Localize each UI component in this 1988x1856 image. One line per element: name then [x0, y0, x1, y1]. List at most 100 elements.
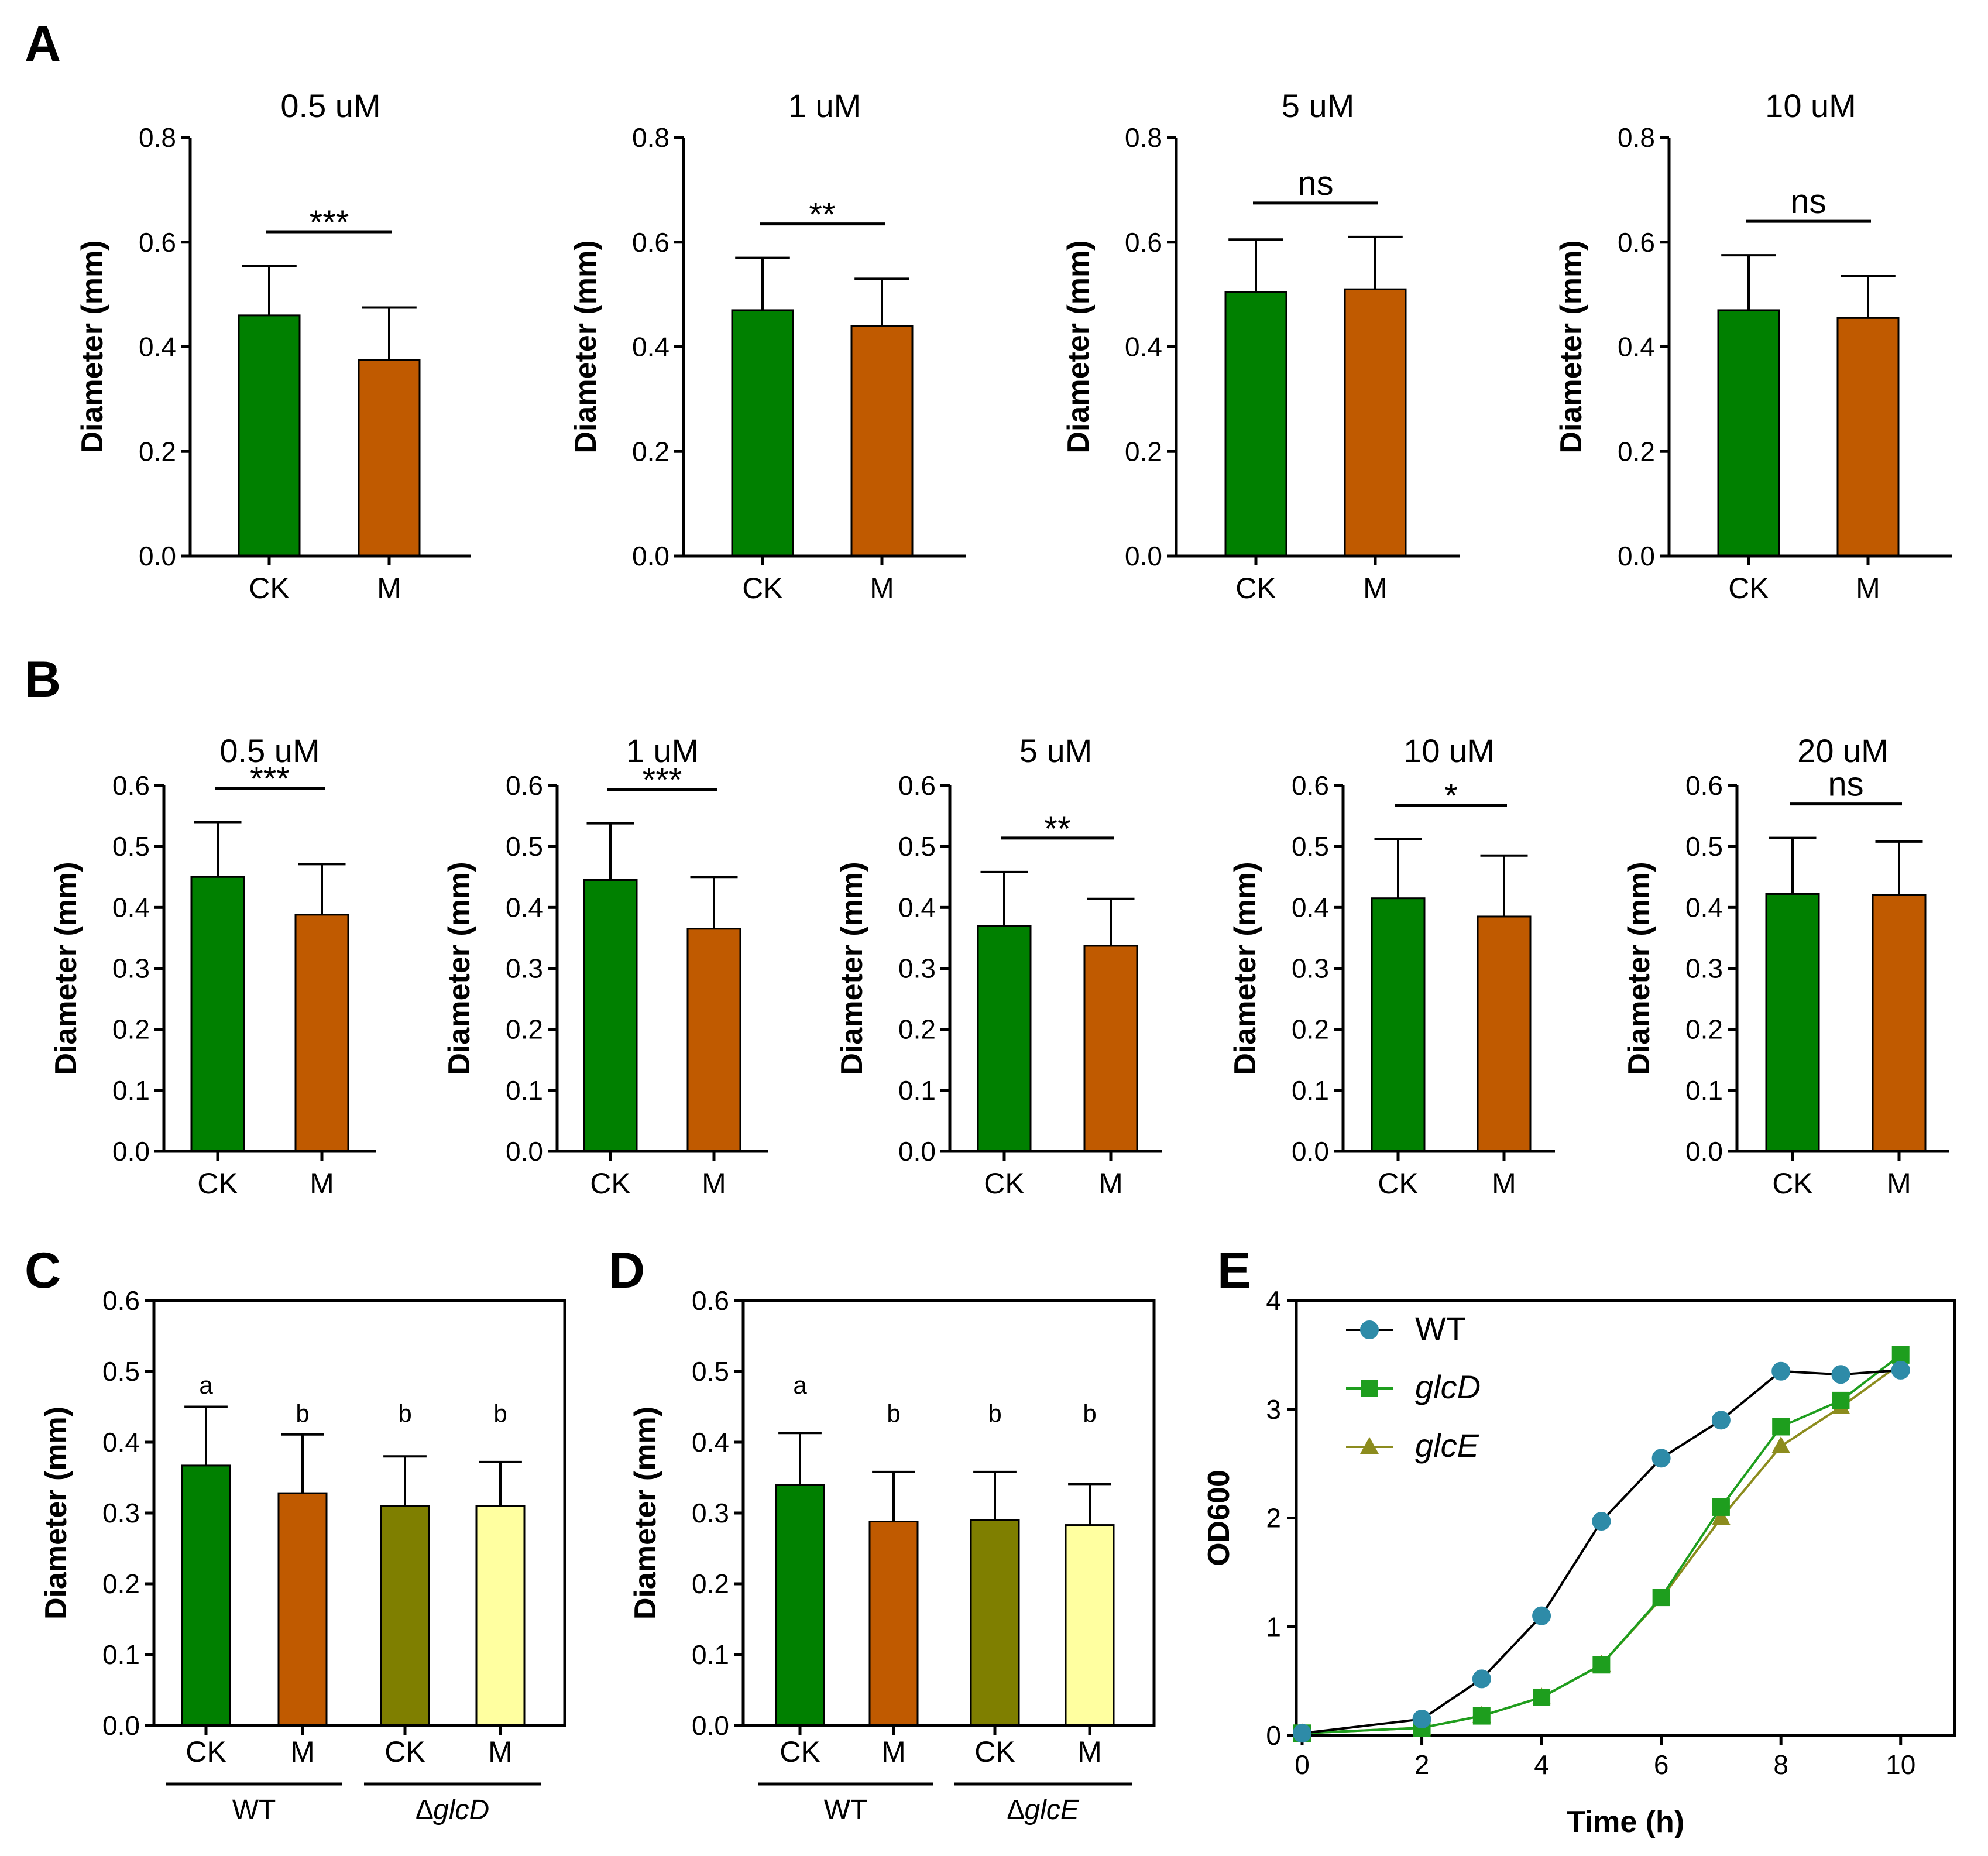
- y-tick-label: 0.2: [1685, 1014, 1723, 1045]
- letter-annotation: b: [398, 1400, 411, 1428]
- category-label: CK: [1235, 572, 1276, 605]
- bar: [1477, 915, 1532, 1152]
- y-tick-label: 0.1: [1685, 1075, 1723, 1106]
- y-axis-label: OD600: [1202, 1470, 1236, 1566]
- bar: [868, 1521, 919, 1727]
- y-tick-label: 0.2: [102, 1569, 140, 1599]
- y-tick-label: 0.1: [102, 1639, 140, 1670]
- data-point: [1711, 1508, 1731, 1525]
- bar: [731, 309, 794, 557]
- legend-item-glce: glcE: [1346, 1427, 1479, 1464]
- y-tick-label: 0.4: [1292, 892, 1329, 922]
- y-tick-label: 0.3: [506, 953, 543, 984]
- category-label: CK: [742, 572, 782, 605]
- y-tick-label: 0.0: [1618, 541, 1655, 571]
- y-tick-label: 0.4: [1125, 332, 1162, 362]
- bar: [380, 1505, 430, 1727]
- y-tick-label: 0.4: [632, 332, 669, 362]
- chart-a1: 0.5 uM CK M 0.0 0.2 0.4 0.6 0.8 Diameter (mm) ***: [75, 87, 471, 605]
- y-tick-label: 0.5: [102, 1356, 140, 1387]
- y-tick-label: 0.0: [898, 1136, 936, 1167]
- group-label: WT: [232, 1795, 276, 1826]
- category-label: CK: [984, 1167, 1024, 1200]
- y-tick-label: 3: [1266, 1394, 1281, 1425]
- bar: [1083, 945, 1138, 1152]
- category-label: M: [488, 1735, 513, 1768]
- letter-annotation: a: [199, 1371, 213, 1399]
- bar: [1765, 893, 1820, 1152]
- category-label: CK: [384, 1735, 425, 1768]
- legend-marker: [1361, 1380, 1378, 1397]
- data-point: [1711, 1411, 1731, 1430]
- y-tick-label: 0.4: [112, 892, 150, 922]
- series-line: [1302, 1368, 1901, 1735]
- y-tick-label: 0.0: [139, 541, 176, 571]
- y-tick-label: 0.2: [692, 1569, 729, 1599]
- category-label: CK: [197, 1167, 238, 1200]
- x-tick-label: 2: [1414, 1749, 1430, 1780]
- data-point: [1532, 1606, 1551, 1625]
- chart-b4: 10 uM CK M 0.0 0.1 0.2 0.3 0.4 0.5 0.6 Diameter (m…: [1228, 732, 1555, 1200]
- significance-label: *: [1444, 777, 1458, 815]
- significance-label: ***: [250, 760, 290, 798]
- group-label: ∆glcE: [1007, 1795, 1080, 1826]
- panel-letter-a: A: [25, 16, 61, 72]
- letter-annotation: b: [1083, 1400, 1096, 1428]
- bar: [238, 314, 301, 557]
- legend-label: WT: [1415, 1310, 1466, 1347]
- y-tick-label: 0.4: [1685, 892, 1723, 922]
- y-tick-label: 0.0: [102, 1710, 140, 1741]
- y-tick-label: 0.4: [1618, 332, 1655, 362]
- y-tick-label: 0.8: [1618, 122, 1655, 153]
- chart-title: 10 uM: [1403, 732, 1495, 769]
- category-label: M: [1077, 1735, 1102, 1768]
- significance-label: **: [809, 196, 835, 234]
- x-tick-label: 8: [1773, 1749, 1788, 1780]
- data-point: [1472, 1707, 1491, 1725]
- significance-label: ns: [1297, 164, 1333, 203]
- y-tick-label: 0.6: [102, 1285, 140, 1316]
- y-tick-label: 0.6: [112, 770, 150, 801]
- y-tick-label: 0.6: [1292, 770, 1329, 801]
- y-axis-label: Diameter (mm): [1554, 240, 1588, 453]
- category-label: M: [1492, 1167, 1516, 1200]
- y-tick-label: 0.1: [1292, 1075, 1329, 1106]
- y-tick-label: 0.0: [506, 1136, 543, 1167]
- y-axis-label: Diameter (mm): [49, 862, 83, 1075]
- panel-letter-c: C: [25, 1243, 61, 1299]
- bar: [1224, 291, 1287, 557]
- series-line: [1302, 1363, 1901, 1735]
- data-point: [1412, 1710, 1431, 1729]
- chart-title: 0.5 uM: [280, 87, 380, 124]
- category-label: M: [702, 1167, 726, 1200]
- chart-b2: 1 uM CK M 0.0 0.1 0.2 0.3 0.4 0.5 0.6 Diameter (mm…: [442, 732, 768, 1200]
- bar: [583, 879, 638, 1152]
- chart-b5: 20 uM CK M 0.0 0.1 0.2 0.3 0.4 0.5 0.6 Diameter (m…: [1622, 732, 1949, 1200]
- chart-title: 20 uM: [1797, 732, 1889, 769]
- data-point: [1592, 1656, 1611, 1674]
- x-tick-label: 6: [1654, 1749, 1669, 1780]
- category-label: CK: [974, 1735, 1015, 1768]
- bar: [686, 928, 741, 1152]
- category-label: CK: [1772, 1167, 1812, 1200]
- bar: [1872, 894, 1927, 1152]
- category-label: M: [1887, 1167, 1911, 1200]
- chart-d: CK M CK M 0.0 0.1 0.2 0.3 0.4 0.5 0.6 Diameter (mm)…: [629, 1285, 1156, 1826]
- y-tick-label: 4: [1266, 1285, 1281, 1316]
- panel-letter-d: D: [609, 1243, 645, 1299]
- series-line: [1302, 1354, 1901, 1735]
- legend-marker: [1360, 1320, 1379, 1339]
- category-label: M: [881, 1735, 906, 1768]
- y-tick-label: 0.6: [632, 227, 669, 258]
- y-tick-label: 0.2: [506, 1014, 543, 1045]
- data-point: [1832, 1391, 1850, 1409]
- y-tick-label: 0.6: [1618, 227, 1655, 258]
- data-point: [1891, 1360, 1910, 1380]
- chart-c: CK M CK M 0.0 0.1 0.2 0.3 0.4 0.5 0.6 Diameter (mm)…: [39, 1285, 566, 1826]
- legend-label: glcE: [1415, 1427, 1479, 1464]
- data-point: [1652, 1589, 1670, 1607]
- category-label: CK: [186, 1735, 226, 1768]
- y-tick-label: 0.5: [1685, 831, 1723, 862]
- y-axis-label: Diameter (mm): [442, 862, 476, 1075]
